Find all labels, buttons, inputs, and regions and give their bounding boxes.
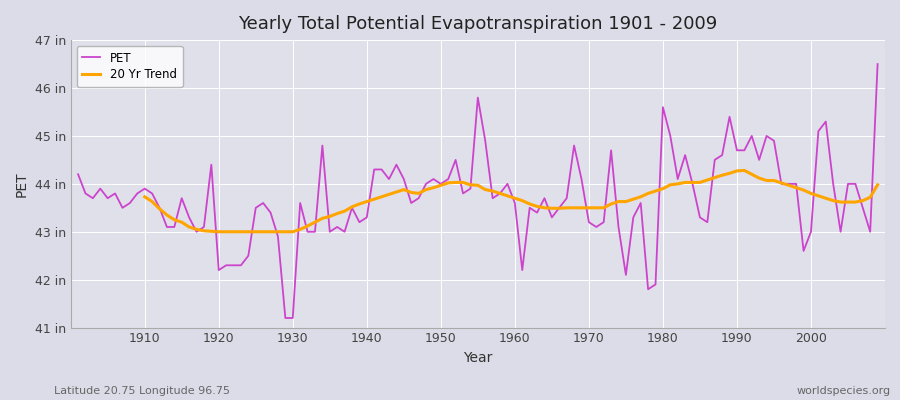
20 Yr Trend xyxy=(828,198,839,203)
Text: Latitude 20.75 Longitude 96.75: Latitude 20.75 Longitude 96.75 xyxy=(54,386,230,396)
PET xyxy=(517,268,527,272)
Line: 20 Yr Trend: 20 Yr Trend xyxy=(145,170,877,232)
20 Yr Trend xyxy=(850,200,860,204)
PET xyxy=(73,172,84,177)
Title: Yearly Total Potential Evapotranspiration 1901 - 2009: Yearly Total Potential Evapotranspiratio… xyxy=(238,15,717,33)
X-axis label: Year: Year xyxy=(464,351,492,365)
20 Yr Trend xyxy=(739,168,750,173)
PET xyxy=(346,206,357,210)
20 Yr Trend xyxy=(872,182,883,187)
20 Yr Trend xyxy=(213,229,224,234)
20 Yr Trend xyxy=(525,202,535,206)
20 Yr Trend xyxy=(583,206,594,210)
PET xyxy=(872,62,883,66)
PET xyxy=(606,148,616,153)
PET xyxy=(302,229,313,234)
20 Yr Trend xyxy=(140,194,150,199)
PET xyxy=(509,201,520,206)
Y-axis label: PET: PET xyxy=(15,171,29,197)
20 Yr Trend xyxy=(317,216,328,221)
PET xyxy=(280,316,291,320)
Legend: PET, 20 Yr Trend: PET, 20 Yr Trend xyxy=(76,46,183,87)
20 Yr Trend xyxy=(287,229,298,234)
Text: worldspecies.org: worldspecies.org xyxy=(796,386,891,396)
PET xyxy=(132,191,143,196)
Line: PET: PET xyxy=(78,64,878,318)
